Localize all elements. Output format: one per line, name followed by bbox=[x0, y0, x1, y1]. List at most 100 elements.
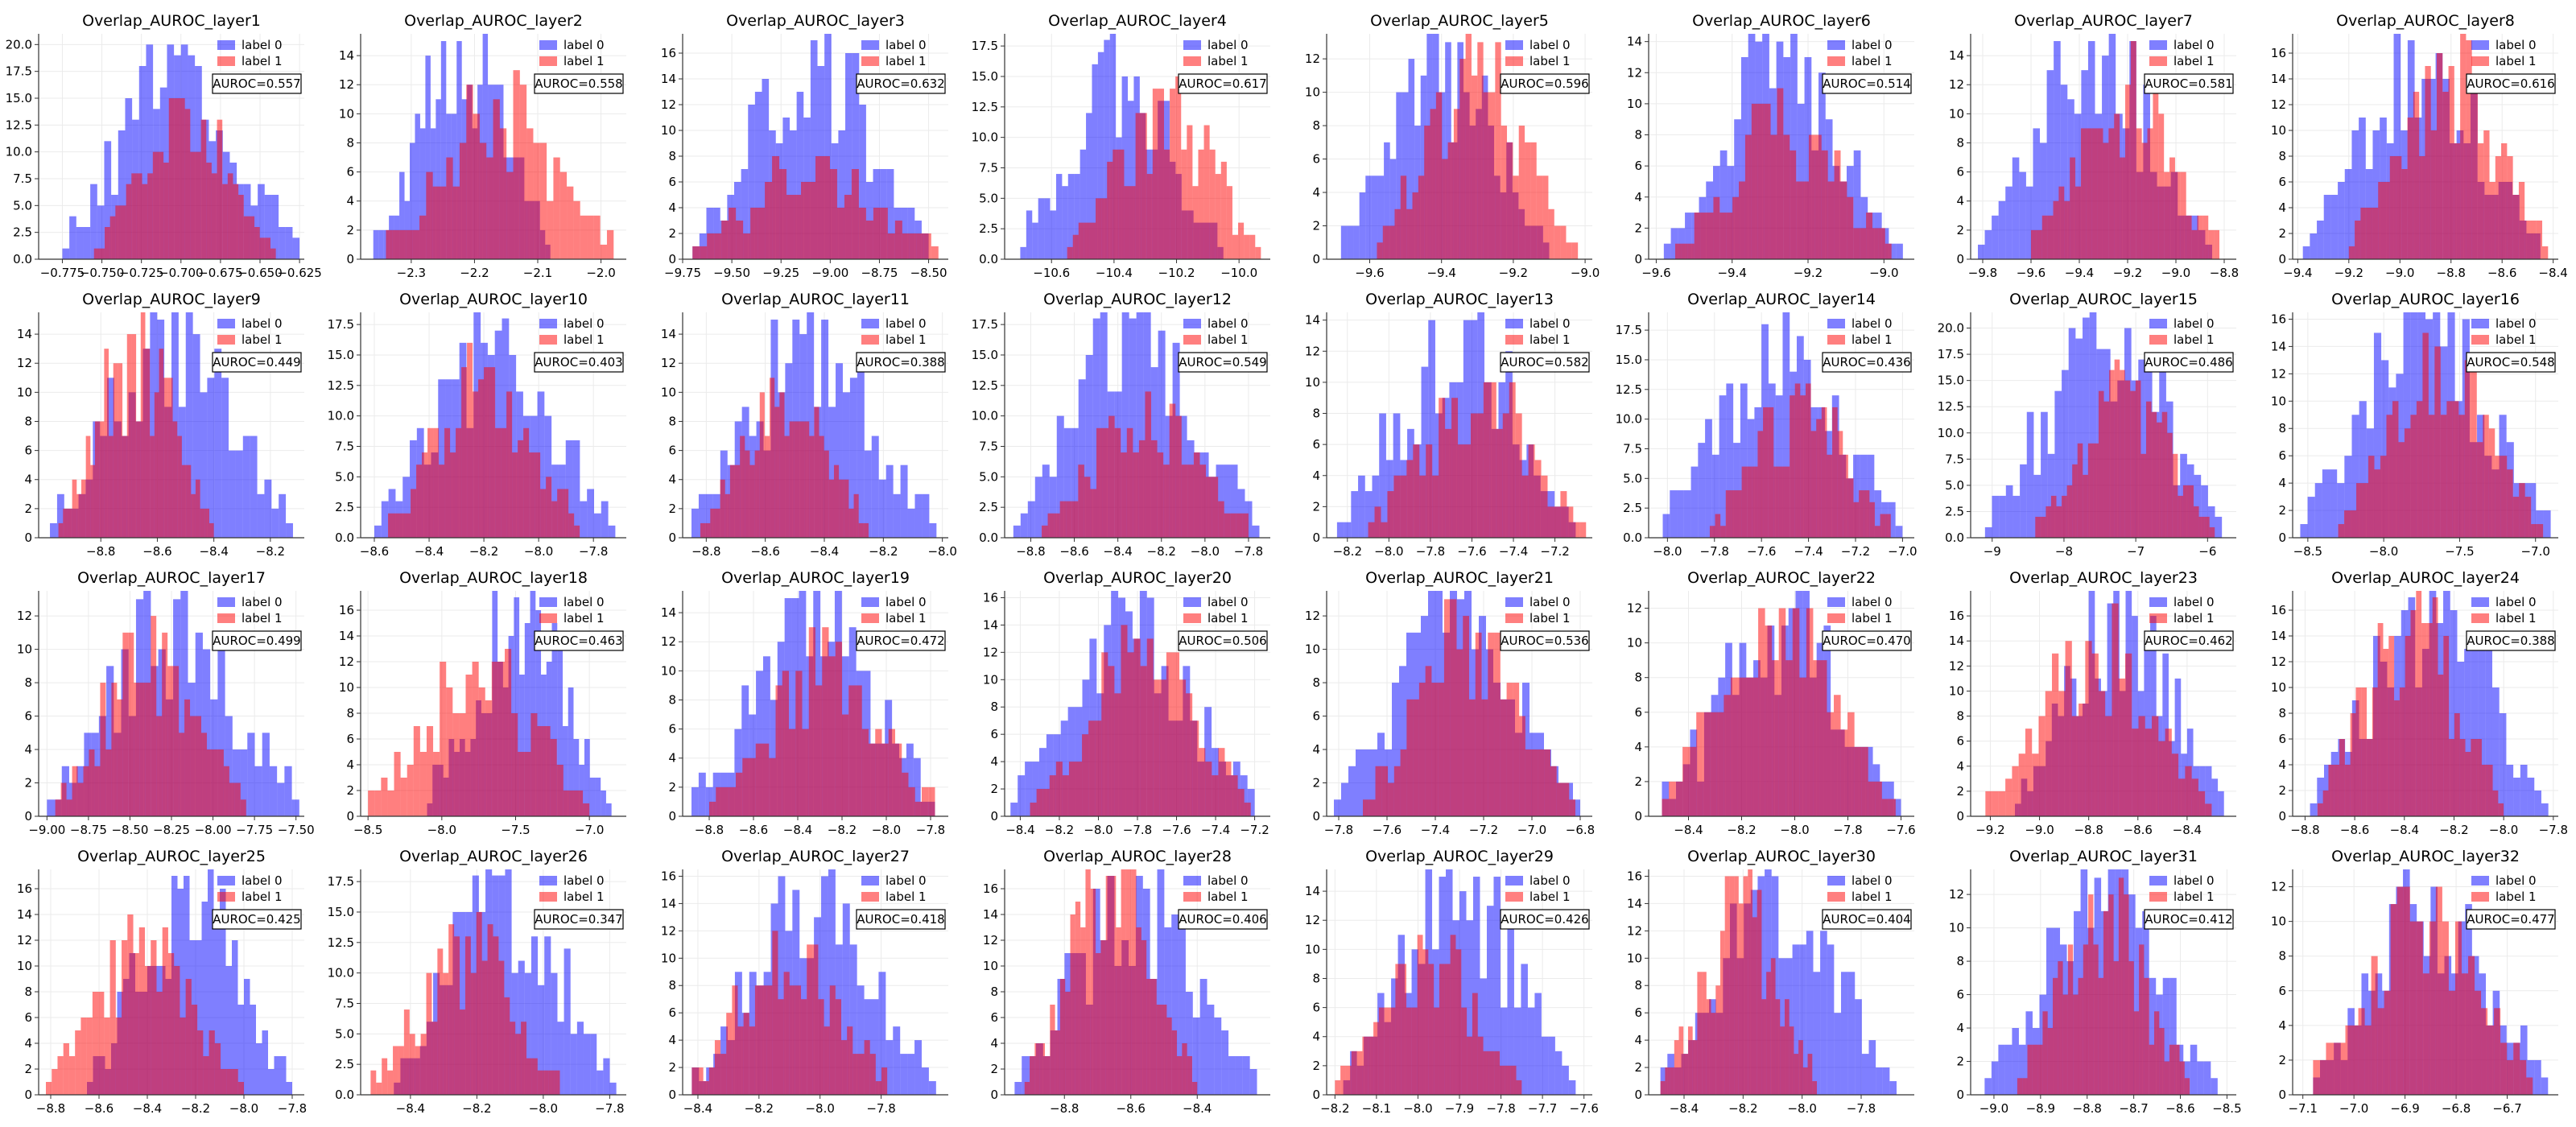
bar-label1 bbox=[795, 671, 803, 816]
y-tick-label: 12.5 bbox=[328, 378, 354, 393]
bar-label1 bbox=[829, 169, 837, 259]
y-tick-label: 17.5 bbox=[1938, 347, 1964, 361]
bar-label1 bbox=[1869, 502, 1875, 538]
bar-label1 bbox=[2436, 53, 2443, 259]
bar-label0 bbox=[2054, 41, 2061, 259]
bar-label0 bbox=[1408, 59, 1415, 259]
bar-label1 bbox=[2500, 456, 2508, 538]
bar-label1 bbox=[1674, 1040, 1679, 1095]
bar-label1 bbox=[2058, 186, 2065, 259]
bar-label1 bbox=[109, 436, 114, 538]
panel-title: Overlap_AUROC_layer12 bbox=[1043, 291, 1232, 308]
panel-title: Overlap_AUROC_layer32 bbox=[2331, 848, 2520, 865]
bar-label1 bbox=[168, 98, 175, 259]
bar-label1 bbox=[2037, 1044, 2043, 1095]
bar-label1 bbox=[1075, 902, 1081, 1095]
x-tick-label: −7.8 bbox=[866, 1101, 895, 1116]
auroc-label: AUROC=0.536 bbox=[1501, 634, 1588, 648]
bar-label1 bbox=[795, 985, 802, 1095]
bar-label0 bbox=[2337, 483, 2345, 538]
bar-label1 bbox=[902, 233, 910, 259]
bar-label1 bbox=[163, 378, 168, 538]
bar-label1 bbox=[784, 436, 790, 538]
bar-label0 bbox=[1421, 366, 1429, 538]
bar-label1 bbox=[1748, 869, 1752, 1095]
bar-label1 bbox=[808, 182, 815, 259]
bar-label1 bbox=[2067, 944, 2074, 1095]
bar-label1 bbox=[1548, 208, 1554, 259]
bar-label1 bbox=[1100, 940, 1106, 1095]
bar-label0 bbox=[1347, 225, 1354, 259]
legend-label0: label 0 bbox=[2496, 595, 2537, 609]
bar-label1 bbox=[66, 799, 72, 816]
bar-label1 bbox=[2377, 623, 2384, 816]
bar-label1 bbox=[1481, 699, 1488, 816]
bar-label1 bbox=[1078, 464, 1084, 538]
y-tick-label: 6 bbox=[1312, 437, 1320, 452]
bar-label1 bbox=[2178, 778, 2186, 816]
bar-label1 bbox=[1477, 1036, 1484, 1095]
bar-label1 bbox=[412, 229, 420, 259]
y-tick-label: 4 bbox=[24, 1036, 32, 1051]
bar-label1 bbox=[839, 479, 844, 538]
bar-label1 bbox=[2038, 716, 2046, 816]
bar-label0 bbox=[1705, 419, 1712, 538]
y-tick-label: 10 bbox=[661, 123, 676, 138]
bar-label1 bbox=[523, 427, 530, 538]
bar-label1 bbox=[802, 729, 809, 816]
bar-label1 bbox=[138, 927, 145, 1095]
bar-label1 bbox=[1789, 1026, 1794, 1095]
bar-label1 bbox=[593, 215, 601, 259]
x-tick-label: −8.4 bbox=[783, 823, 812, 837]
bar-label1 bbox=[240, 799, 246, 816]
bar-label1 bbox=[1725, 490, 1732, 538]
bar-label0 bbox=[791, 598, 799, 816]
bar-label1 bbox=[497, 662, 506, 816]
y-tick-label: 8 bbox=[1956, 954, 1964, 968]
x-tick-label: −8.0 bbox=[1403, 1101, 1432, 1116]
bar-label0 bbox=[1399, 666, 1406, 816]
bar-label1 bbox=[2440, 415, 2447, 538]
bar-label0 bbox=[2107, 603, 2114, 816]
bar-label1 bbox=[518, 752, 525, 816]
bar-label1 bbox=[1518, 126, 1525, 259]
bar-label0 bbox=[118, 130, 126, 259]
bar-label1 bbox=[1819, 660, 1827, 816]
bar-label1 bbox=[151, 940, 157, 1095]
y-tick-label: 8 bbox=[990, 700, 998, 714]
bar-label1 bbox=[1675, 781, 1683, 816]
bar-label1 bbox=[426, 726, 434, 816]
bar-label1 bbox=[1159, 679, 1166, 816]
bar-label1 bbox=[563, 791, 570, 816]
bar-label1 bbox=[2378, 182, 2384, 259]
bar-label1 bbox=[85, 436, 91, 538]
bar-label0 bbox=[1472, 877, 1480, 1095]
bar-label1 bbox=[185, 979, 192, 1095]
bar-label1 bbox=[270, 248, 276, 259]
bar-label1 bbox=[931, 246, 939, 259]
bar-label1 bbox=[1541, 475, 1548, 538]
bar-label1 bbox=[1799, 677, 1806, 816]
bar-label1 bbox=[2328, 765, 2334, 816]
y-tick-label: 12 bbox=[2271, 654, 2286, 669]
bar-label1 bbox=[177, 436, 182, 538]
bar-label0 bbox=[565, 440, 573, 538]
bar-label1 bbox=[2135, 380, 2141, 538]
bar-label1 bbox=[847, 1026, 853, 1095]
bar-label1 bbox=[2118, 877, 2124, 1095]
bar-label1 bbox=[1432, 475, 1439, 538]
legend-label1: label 1 bbox=[1852, 611, 1893, 625]
bar-label0 bbox=[1020, 513, 1028, 538]
bar-label1 bbox=[1752, 466, 1758, 538]
bar-label1 bbox=[433, 427, 440, 538]
legend-label0: label 0 bbox=[1852, 873, 1893, 888]
bar-label1 bbox=[1715, 514, 1721, 538]
bar-label1 bbox=[122, 940, 128, 1095]
bar-label0 bbox=[2018, 1044, 2026, 1095]
bar-label1 bbox=[68, 1056, 76, 1095]
bar-label0 bbox=[557, 1022, 564, 1095]
bar-label1 bbox=[1992, 791, 1999, 816]
y-tick-label: 4 bbox=[1956, 194, 1964, 208]
